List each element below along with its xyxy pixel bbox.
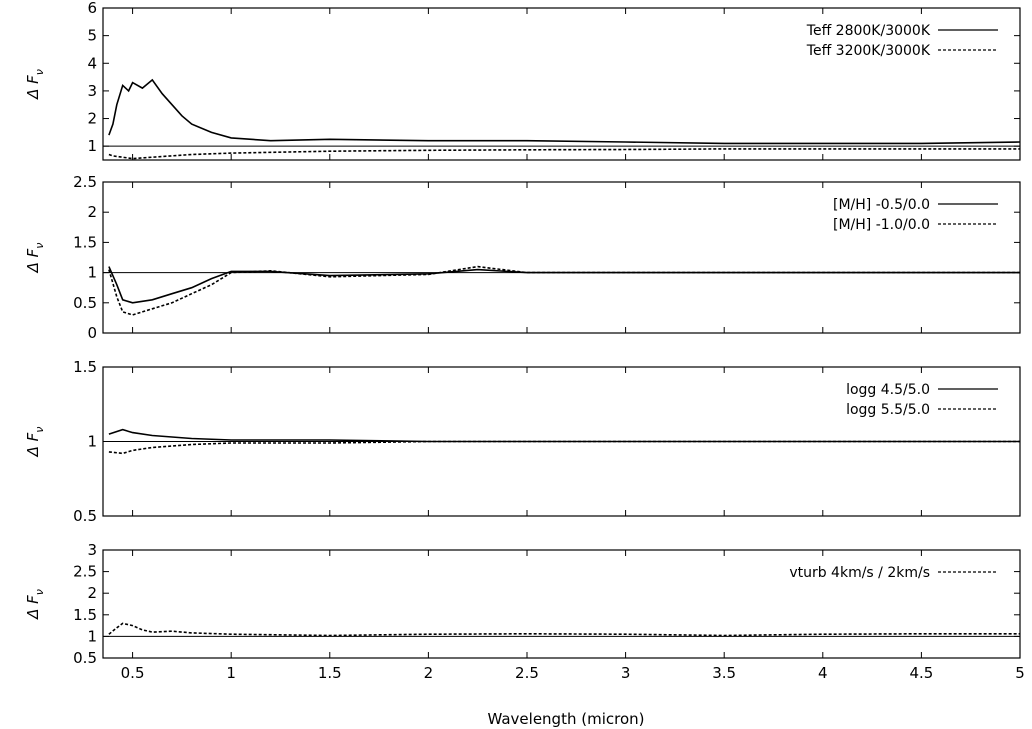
- y-axis-label-main: Δ F: [24, 432, 42, 457]
- y-tick-label: 5: [87, 27, 97, 45]
- y-tick-label: 2: [87, 110, 97, 128]
- y-tick-label: 0.5: [73, 649, 97, 667]
- legend-entry-label: logg 5.5/5.0: [846, 402, 930, 418]
- series-line-1: [108, 622, 1020, 637]
- x-tick-label: 5: [1015, 664, 1025, 682]
- series-line-2: [108, 440, 1020, 455]
- y-tick-label: 1: [87, 137, 97, 155]
- panel-3: 0.5 1 1.5 Δ Fν logg 4.5/5.0 logg 5.5/5.0: [24, 358, 1021, 525]
- y-axis-label: Δ Fν: [24, 589, 46, 620]
- panel-1: 1 2 3 4 5 6 Δ Fν Teff 2800K/3000K Teff 3200K/300…: [24, 0, 1021, 161]
- x-tick-label: 3.5: [712, 664, 736, 682]
- series-line-2: [108, 265, 1020, 316]
- x-tick-label: 2: [424, 664, 434, 682]
- y-axis-label-subscript: ν: [33, 589, 46, 595]
- y-tick-label: 1: [87, 627, 97, 645]
- y-tick-label: 3: [87, 82, 97, 100]
- legend-entry-label: Teff 2800K/3000K: [806, 23, 931, 39]
- series-line-2: [108, 148, 1020, 160]
- x-axis-label: Wavelength (micron): [487, 710, 644, 728]
- y-axis-label: Δ Fν: [24, 69, 46, 100]
- panel-4: 0.5 1 1.5 2 2.5 3 0.5 1 1.5 2 2.5 3 3.5 4 4.5 5 Δ Fν vtur…: [24, 541, 1025, 682]
- y-axis-label-main: Δ F: [24, 75, 42, 100]
- y-tick-label: 0: [87, 324, 97, 342]
- y-tick-label: 2: [87, 584, 97, 602]
- y-tick-label: 4: [87, 54, 97, 72]
- y-axis-label-subscript: ν: [33, 427, 46, 433]
- legend-entry-label: logg 4.5/5.0: [846, 382, 930, 398]
- y-tick-label: 1.5: [73, 233, 97, 251]
- plot-frame: [102, 181, 1021, 334]
- y-tick-label: 6: [87, 0, 97, 17]
- y-tick-label: 0.5: [73, 507, 97, 525]
- x-tick-label: 3: [621, 664, 631, 682]
- x-tick-label: 1: [226, 664, 236, 682]
- y-tick-label: 2: [87, 203, 97, 221]
- y-tick-label: 1.5: [73, 358, 97, 376]
- x-tick-label: 0.5: [121, 664, 145, 682]
- plot-frame: [102, 7, 1021, 161]
- y-tick-label: 1.5: [73, 606, 97, 624]
- y-axis-label-subscript: ν: [33, 69, 46, 75]
- legend-entry-label: Teff 3200K/3000K: [806, 43, 931, 59]
- y-axis-label: Δ Fν: [24, 243, 46, 274]
- y-axis-label-main: Δ F: [24, 595, 42, 620]
- legend-entry-label: vturb 4km/s / 2km/s: [789, 565, 930, 581]
- legend-entry-label: [M/H] -1.0/0.0: [833, 217, 930, 233]
- y-tick-label: 1: [87, 264, 97, 282]
- panel-2: 0 0.5 1 1.5 2 2.5 Δ Fν [M/H] -0.5/0.0 [M/H] -1.0…: [24, 173, 1021, 342]
- y-tick-label: 1: [87, 433, 97, 451]
- x-tick-label: 4.5: [909, 664, 933, 682]
- x-tick-label: 1.5: [318, 664, 342, 682]
- y-axis-label-subscript: ν: [33, 243, 46, 249]
- y-tick-label: 2.5: [73, 173, 97, 191]
- y-tick-label: 2.5: [73, 563, 97, 581]
- plot-frame: [102, 549, 1021, 659]
- legend-entry-label: [M/H] -0.5/0.0: [833, 197, 930, 213]
- series-line-1: [108, 78, 1020, 145]
- y-tick-label: 0.5: [73, 294, 97, 312]
- y-axis-label: Δ Fν: [24, 427, 46, 458]
- x-tick-label: 2.5: [515, 664, 539, 682]
- y-axis-label-main: Δ F: [24, 248, 42, 273]
- y-tick-label: 3: [87, 541, 97, 559]
- x-tick-label: 4: [818, 664, 828, 682]
- series-line-1: [108, 428, 1020, 443]
